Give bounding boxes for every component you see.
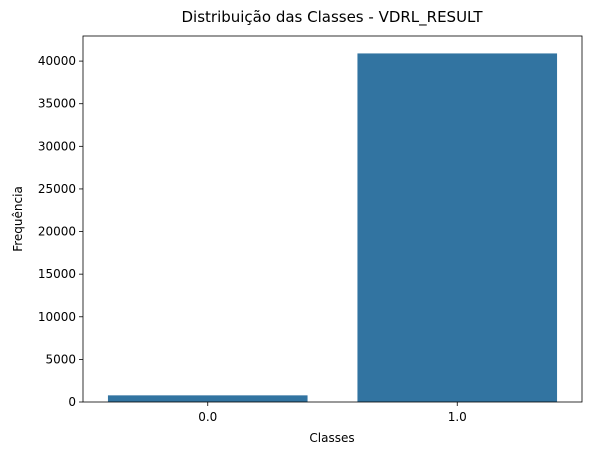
chart-title: Distribuição das Classes - VDRL_RESULT <box>181 8 483 27</box>
x-tick-label: 0.0 <box>198 410 217 424</box>
y-tick-label: 15000 <box>38 267 76 281</box>
x-tick-label: 1.0 <box>448 410 467 424</box>
y-axis: 0 5000 10000 15000 20000 25000 30000 35000 40000 <box>38 54 83 409</box>
y-tick-label: 20000 <box>38 225 76 239</box>
bar-1.0 <box>357 53 558 403</box>
y-tick-label: 5000 <box>45 352 76 366</box>
y-tick-label: 30000 <box>38 139 76 153</box>
y-tick-label: 25000 <box>38 182 76 196</box>
x-axis-label: Classes <box>309 431 354 445</box>
y-axis-label: Frequência <box>11 186 25 252</box>
y-tick-label: 35000 <box>38 97 76 111</box>
y-tick-label: 10000 <box>38 310 76 324</box>
bars-group <box>107 53 558 403</box>
y-tick-label: 0 <box>68 395 76 409</box>
y-tick-label: 40000 <box>38 54 76 68</box>
bar-0.0 <box>107 395 308 402</box>
x-axis: 0.0 1.0 <box>198 402 467 424</box>
plot-frame <box>82 35 583 403</box>
